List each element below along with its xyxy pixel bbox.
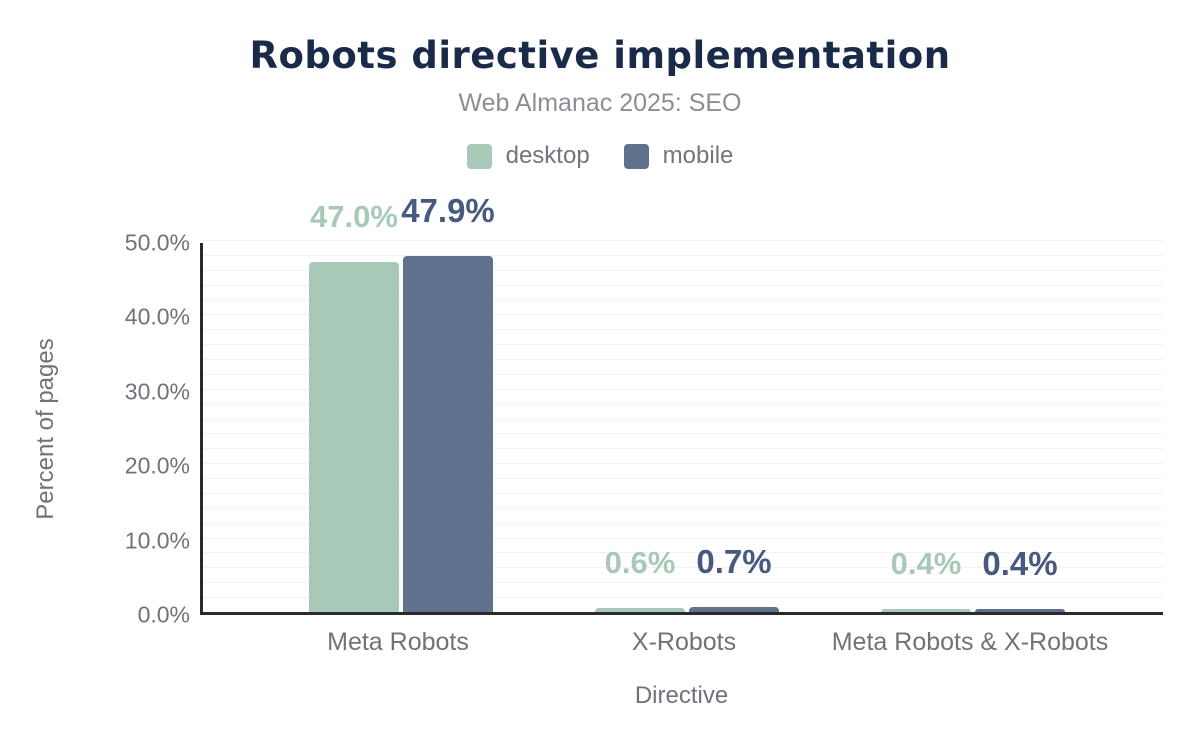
y-axis-title: Percent of pages: [32, 338, 59, 520]
gridline: [203, 284, 1163, 286]
bar-mobile-3[interactable]: [975, 609, 1065, 612]
gridline: [203, 582, 1163, 584]
legend-label-mobile: mobile: [662, 142, 734, 169]
gridline: [203, 567, 1163, 569]
y-tick-label: 30.0%: [124, 378, 190, 405]
gridline: [203, 418, 1163, 420]
x-tick-label: X-Robots: [631, 628, 737, 656]
legend-item-mobile[interactable]: mobile: [623, 142, 734, 170]
gridline: [203, 254, 1163, 256]
bar-desktop-1[interactable]: [309, 262, 399, 612]
gridline: [203, 463, 1163, 465]
gridline: [203, 478, 1163, 480]
gridline: [203, 240, 1163, 241]
mobile-swatch-icon: [623, 143, 649, 169]
y-tick-label: 0.0%: [137, 601, 190, 628]
gridline: [203, 537, 1163, 539]
legend-label-desktop: desktop: [505, 142, 590, 169]
bar-mobile-1[interactable]: [403, 255, 493, 612]
gridline: [203, 314, 1163, 316]
gridline: [203, 492, 1163, 494]
value-label-mobile-2: 0.7%: [696, 542, 772, 580]
gridline: [203, 507, 1163, 509]
gridline: [203, 299, 1163, 301]
gridline: [203, 359, 1163, 361]
chart-subtitle: Web Almanac 2025: SEO: [458, 89, 742, 117]
gridline: [203, 329, 1163, 331]
x-tick-label: Meta Robots: [327, 628, 469, 656]
y-tick-label: 20.0%: [124, 452, 190, 479]
bar-desktop-2[interactable]: [595, 607, 685, 612]
chart-title: Robots directive implementation: [249, 34, 951, 77]
bar-mobile-2[interactable]: [689, 606, 779, 612]
y-tick-label: 10.0%: [124, 527, 190, 554]
value-label-mobile-3: 0.4%: [982, 545, 1058, 583]
value-label-desktop-3: 0.4%: [890, 546, 962, 582]
legend: desktop mobile: [0, 142, 1200, 170]
value-label-desktop-2: 0.6%: [604, 544, 676, 580]
desktop-swatch-icon: [466, 143, 492, 169]
gridline: [203, 433, 1163, 435]
plot-area: 47.0% 47.9% 0.6% 0.7% 0.4% 0.4%: [200, 192, 1163, 615]
gridline: [203, 522, 1163, 524]
gridline: [203, 388, 1163, 390]
gridline: [203, 597, 1163, 599]
gridline: [203, 448, 1163, 450]
legend-item-desktop[interactable]: desktop: [466, 142, 590, 170]
value-label-mobile-1: 47.9%: [401, 191, 495, 229]
gridline: [203, 552, 1163, 554]
gridline: [203, 269, 1163, 271]
gridline: [203, 373, 1163, 375]
gridline: [203, 403, 1163, 405]
gridline: [203, 344, 1163, 346]
bar-desktop-3[interactable]: [881, 609, 971, 612]
x-tick-label: Meta Robots & X-Robots: [831, 628, 1109, 656]
y-tick-label: 50.0%: [124, 229, 190, 256]
y-tick-label: 40.0%: [124, 303, 190, 330]
value-label-desktop-1: 47.0%: [310, 199, 398, 235]
x-axis-title: Directive: [634, 682, 729, 709]
